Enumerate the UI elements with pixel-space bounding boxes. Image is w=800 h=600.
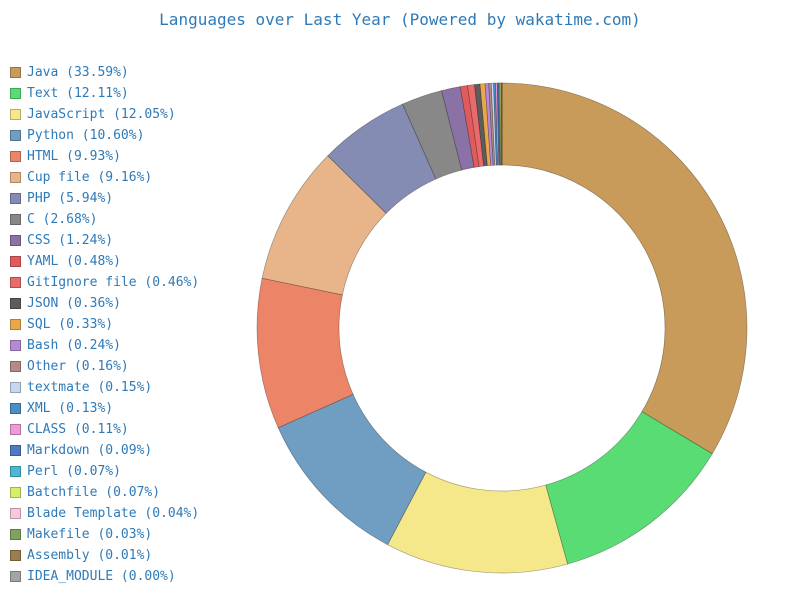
- donut-slice: [493, 82, 499, 166]
- legend-item: GitIgnore file (0.46%): [10, 272, 199, 293]
- legend-swatch: [10, 529, 21, 540]
- legend-label: Assembly (0.01%): [27, 548, 153, 563]
- legend-item: HTML (9.93%): [10, 146, 199, 167]
- legend-item: Batchfile (0.07%): [10, 482, 199, 503]
- legend-item: Java (33.59%): [10, 62, 199, 83]
- legend-item: Text (12.11%): [10, 83, 199, 104]
- legend-item: Cup file (9.16%): [10, 167, 199, 188]
- legend-swatch: [10, 403, 21, 414]
- legend-item: Makefile (0.03%): [10, 524, 199, 545]
- legend-label: JSON (0.36%): [27, 296, 121, 311]
- legend-label: Bash (0.24%): [27, 338, 121, 353]
- legend-label: Text (12.11%): [27, 86, 129, 101]
- legend-label: Makefile (0.03%): [27, 527, 153, 542]
- legend-item: JSON (0.36%): [10, 293, 199, 314]
- legend-label: Markdown (0.09%): [27, 443, 153, 458]
- legend-label: Other (0.16%): [27, 359, 129, 374]
- legend-label: CSS (1.24%): [27, 233, 114, 248]
- donut-slice: [545, 411, 713, 565]
- legend: Java (33.59%) Text (12.11%) JavaScript (12…: [10, 62, 199, 587]
- legend-label: Python (10.60%): [27, 128, 145, 143]
- legend-item: YAML (0.48%): [10, 251, 199, 272]
- legend-item: Bash (0.24%): [10, 335, 199, 356]
- donut-slice: [256, 277, 354, 429]
- donut-slice: [488, 82, 496, 166]
- legend-swatch: [10, 277, 21, 288]
- legend-label: SQL (0.33%): [27, 317, 114, 332]
- legend-item: CLASS (0.11%): [10, 419, 199, 440]
- legend-swatch: [10, 508, 21, 519]
- legend-label: JavaScript (12.05%): [27, 107, 176, 122]
- legend-item: SQL (0.33%): [10, 314, 199, 335]
- legend-swatch: [10, 382, 21, 393]
- legend-swatch: [10, 487, 21, 498]
- legend-label: Cup file (9.16%): [27, 170, 153, 185]
- legend-label: Java (33.59%): [27, 65, 129, 80]
- donut-slice: [402, 90, 463, 180]
- legend-item: textmate (0.15%): [10, 377, 199, 398]
- legend-item: Assembly (0.01%): [10, 545, 199, 566]
- donut-slice: [495, 82, 500, 166]
- legend-swatch: [10, 319, 21, 330]
- legend-swatch: [10, 550, 21, 561]
- legend-swatch: [10, 172, 21, 183]
- legend-item: Markdown (0.09%): [10, 440, 199, 461]
- legend-swatch: [10, 130, 21, 141]
- legend-item: JavaScript (12.05%): [10, 104, 199, 125]
- donut-slice: [327, 103, 437, 214]
- donut-slice: [498, 82, 501, 166]
- donut-slice: [496, 82, 501, 166]
- legend-swatch: [10, 340, 21, 351]
- legend-item: IDEA_MODULE (0.00%): [10, 566, 199, 587]
- legend-label: IDEA_MODULE (0.00%): [27, 569, 176, 584]
- donut-slice: [441, 86, 475, 171]
- donut-slice: [500, 82, 502, 166]
- legend-label: GitIgnore file (0.46%): [27, 275, 200, 290]
- legend-label: C (2.68%): [27, 212, 98, 227]
- legend-label: XML (0.13%): [27, 401, 114, 416]
- legend-label: Blade Template (0.04%): [27, 506, 200, 521]
- legend-swatch: [10, 361, 21, 372]
- legend-item: Python (10.60%): [10, 125, 199, 146]
- legend-swatch: [10, 571, 21, 582]
- legend-swatch: [10, 298, 21, 309]
- legend-swatch: [10, 67, 21, 78]
- donut-slice: [484, 82, 494, 166]
- legend-swatch: [10, 466, 21, 477]
- legend-label: Perl (0.07%): [27, 464, 121, 479]
- legend-swatch: [10, 235, 21, 246]
- legend-item: PHP (5.94%): [10, 188, 199, 209]
- legend-item: Blade Template (0.04%): [10, 503, 199, 524]
- legend-swatch: [10, 256, 21, 267]
- donut-slice: [479, 83, 492, 167]
- legend-label: HTML (9.93%): [27, 149, 121, 164]
- legend-label: Batchfile (0.07%): [27, 485, 161, 500]
- legend-swatch: [10, 193, 21, 204]
- legend-item: Perl (0.07%): [10, 461, 199, 482]
- legend-item: CSS (1.24%): [10, 230, 199, 251]
- legend-label: PHP (5.94%): [27, 191, 114, 206]
- legend-swatch: [10, 88, 21, 99]
- legend-item: C (2.68%): [10, 209, 199, 230]
- legend-swatch: [10, 151, 21, 162]
- donut-slice: [501, 82, 748, 455]
- legend-label: textmate (0.15%): [27, 380, 153, 395]
- legend-swatch: [10, 424, 21, 435]
- legend-item: Other (0.16%): [10, 356, 199, 377]
- legend-label: CLASS (0.11%): [27, 422, 129, 437]
- donut-slice: [387, 471, 569, 574]
- chart-title: Languages over Last Year (Powered by wak…: [159, 10, 641, 29]
- legend-swatch: [10, 445, 21, 456]
- legend-swatch: [10, 214, 21, 225]
- legend-item: XML (0.13%): [10, 398, 199, 419]
- legend-swatch: [10, 109, 21, 120]
- legend-label: YAML (0.48%): [27, 254, 121, 269]
